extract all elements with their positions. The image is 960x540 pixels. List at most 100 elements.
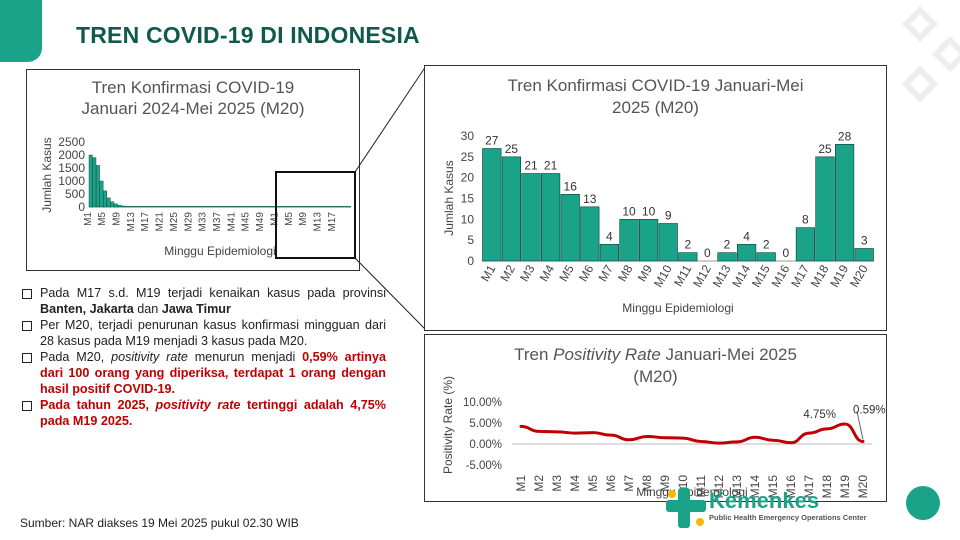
overview-bar — [113, 203, 118, 208]
positivity-y-tick-label: 0.00% — [469, 439, 502, 451]
weekly-x-tick-label: M10 — [651, 262, 675, 289]
overview-bar — [99, 180, 104, 208]
overview-bar — [268, 206, 273, 208]
accent-circle — [906, 486, 940, 520]
weekly-y-tick-label: 15 — [461, 192, 475, 206]
positivity-annotation-peak: 4.75% — [803, 409, 836, 421]
weekly-x-tick-label: M2 — [498, 262, 519, 284]
weekly-y-tick-label: 20 — [461, 171, 475, 185]
positivity-chart-panel: Tren Positivity Rate Januari-Mei 2025 (M… — [424, 334, 887, 502]
weekly-bar — [639, 219, 659, 262]
overview-bar — [178, 206, 183, 208]
weekly-cases-chart-panel: Tren Konfirmasi COVID-19 Januari-Mei 202… — [424, 65, 887, 331]
overview-x-tick-label: M1 — [83, 212, 94, 226]
positivity-x-tick-label: M4 — [568, 475, 582, 492]
bullet-text: dan — [133, 301, 162, 316]
weekly-data-label: 9 — [665, 209, 672, 223]
positivity-x-tick-label: M17 — [802, 475, 816, 499]
weekly-data-label: 10 — [642, 204, 656, 218]
overview-bar — [92, 157, 97, 208]
overview-x-tick-label: M45 — [241, 212, 252, 232]
weekly-data-label: 16 — [564, 179, 578, 193]
key-points-list: Pada M17 s.d. M19 terjadi kenaikan kasus… — [20, 286, 386, 430]
overview-bar — [318, 206, 323, 208]
weekly-data-label: 0 — [782, 246, 789, 260]
overview-bar — [149, 206, 154, 208]
overview-bar — [228, 206, 233, 208]
weekly-y-tick-label: 0 — [467, 254, 474, 268]
overview-bar — [340, 206, 344, 208]
weekly-y-tick-label: 5 — [467, 233, 474, 247]
positivity-title-pre: Tren — [514, 345, 554, 364]
weekly-y-tick-label: 30 — [461, 129, 475, 143]
weekly-data-label: 2 — [763, 238, 770, 252]
weekly-cases-chart-title-line2: 2025 (M20) — [612, 98, 699, 117]
overview-bar — [171, 206, 176, 208]
overview-y-tick-label: 1500 — [58, 161, 85, 175]
overview-bar — [160, 206, 165, 208]
overview-bar — [243, 206, 247, 208]
overview-bar — [146, 206, 151, 208]
overview-x-tick-label: M17 — [140, 212, 151, 232]
weekly-data-label: 2 — [724, 238, 731, 252]
overview-bar — [286, 206, 291, 208]
positivity-title-italic: Positivity Rate — [553, 345, 661, 364]
overview-bar — [128, 206, 133, 208]
overview-bar — [106, 197, 111, 208]
weekly-data-label: 0 — [704, 246, 711, 260]
weekly-data-label: 25 — [818, 142, 832, 156]
weekly-data-label: 13 — [583, 192, 597, 206]
overview-bar — [153, 206, 158, 208]
weekly-x-tick-label: M4 — [537, 262, 558, 284]
overview-bar — [214, 206, 219, 208]
overview-y-tick-label: 500 — [65, 187, 85, 201]
weekly-data-label: 21 — [544, 159, 558, 173]
bullet-text: 0,59% artinya dari 100 orang yang diperi… — [40, 350, 386, 396]
overview-bar — [264, 206, 269, 208]
positivity-y-tick-label: 5.00% — [469, 418, 502, 430]
overview-x-tick-label: M25 — [169, 212, 180, 232]
positivity-x-tick-label: M18 — [820, 475, 834, 499]
overview-bar — [117, 204, 122, 208]
overview-bar — [103, 190, 107, 208]
overview-chart-title-line1: Tren Konfirmasi COVID-19 — [91, 78, 295, 97]
positivity-chart-title-line1: Tren Positivity Rate Januari-Mei 2025 — [425, 345, 886, 365]
decorative-pattern — [901, 5, 960, 103]
bullet-item: Per M20, terjadi penurunan kasus konfirm… — [20, 318, 386, 349]
overview-x-tick-label: M1 — [269, 212, 280, 226]
checkbox-bullet-icon — [22, 353, 32, 364]
overview-bar — [336, 206, 341, 208]
weekly-bar — [795, 227, 816, 262]
positivity-y-axis-title: Positivity Rate (%) — [441, 376, 455, 474]
overview-x-tick-label: M29 — [183, 212, 194, 232]
weekly-bar — [717, 252, 737, 262]
positivity-x-tick-label: M19 — [838, 475, 852, 499]
weekly-x-tick-label: M6 — [576, 262, 597, 284]
weekly-data-label: 10 — [622, 204, 636, 218]
source-note: Sumber: NAR diakses 19 Mei 2025 pukul 02… — [20, 516, 299, 530]
weekly-x-tick-label: M5 — [556, 262, 577, 284]
weekly-x-tick-label: M3 — [517, 262, 538, 284]
overview-bar — [343, 206, 348, 208]
weekly-data-label: 3 — [861, 234, 868, 248]
weekly-x-tick-label: M18 — [808, 262, 832, 289]
overview-bar — [246, 206, 251, 208]
overview-bar — [192, 206, 197, 208]
overview-bar — [332, 206, 337, 208]
positivity-x-tick-label: M9 — [658, 475, 672, 492]
overview-bar — [139, 206, 143, 208]
weekly-data-label: 4 — [743, 229, 750, 243]
bullet-item: Pada M17 s.d. M19 terjadi kenaikan kasus… — [20, 286, 386, 317]
weekly-bar — [521, 173, 541, 262]
overview-x-tick-label: M21 — [155, 212, 166, 232]
weekly-x-tick-label: M13 — [710, 262, 734, 289]
weekly-x-tick-label: M7 — [596, 262, 617, 284]
overview-bar — [174, 206, 179, 208]
weekly-x-tick-label: M11 — [671, 262, 695, 289]
overview-x-tick-label: M5 — [284, 212, 295, 226]
bullet-text: tertinggi adalah 4,75% pada M19 2025. — [40, 398, 386, 428]
overview-x-tick-label: M41 — [226, 212, 237, 232]
overview-x-tick-label: M37 — [212, 212, 223, 232]
weekly-data-label: 4 — [606, 229, 613, 243]
